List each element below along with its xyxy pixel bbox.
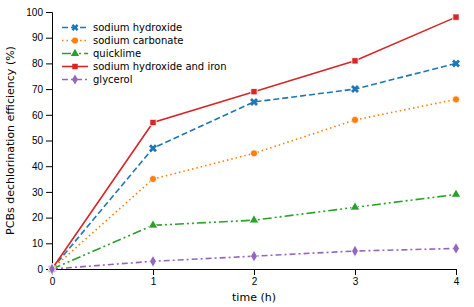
point — [150, 119, 156, 125]
legend-item: sodium hydroxide and iron — [62, 61, 227, 72]
tick: 40 — [32, 161, 52, 172]
point — [250, 150, 257, 157]
tick-mark — [46, 89, 52, 90]
point — [251, 250, 258, 262]
tick-mark — [46, 63, 52, 64]
tick: 50 — [32, 135, 52, 146]
point — [49, 263, 56, 275]
legend-marker — [71, 49, 79, 56]
tick-label: 70 — [32, 84, 44, 95]
legend: sodium hydroxide sodium carbonate quicklim… — [62, 22, 227, 85]
x-axis-title: time (h) — [232, 291, 276, 304]
tick: 30 — [32, 187, 52, 198]
legend-item: quicklime — [62, 48, 141, 59]
tick-mark — [46, 192, 52, 193]
tick: 1 — [151, 269, 157, 287]
tick-label: 20 — [32, 212, 44, 223]
tick-mark — [46, 218, 52, 219]
x-axis: 0 1 2 3 4 — [50, 269, 460, 287]
tick: 80 — [32, 58, 52, 69]
tick-label: 50 — [32, 135, 44, 146]
chart: 012340102030405060708090100time (h)PCBs … — [0, 0, 474, 307]
point — [251, 89, 257, 95]
legend-marker — [72, 64, 77, 69]
tick-label: 90 — [32, 32, 44, 43]
plot: 012340102030405060708090100time (h)PCBs … — [4, 7, 462, 304]
point — [450, 57, 462, 69]
point — [249, 215, 259, 223]
point — [453, 243, 460, 255]
tick-label: 4 — [454, 276, 460, 287]
legend-label: sodium hydroxide and iron — [93, 61, 227, 72]
tick-label: 100 — [26, 7, 43, 18]
tick-mark — [46, 115, 52, 116]
series — [49, 243, 460, 275]
tick-mark — [153, 269, 154, 275]
point — [350, 202, 360, 210]
legend-label: glycerol — [93, 74, 132, 85]
tick-mark — [355, 269, 356, 275]
legend-item: glycerol — [62, 74, 132, 85]
tick-label: 0 — [50, 276, 56, 287]
legend-item: sodium carbonate — [62, 35, 183, 46]
tick-mark — [46, 166, 52, 167]
axis-domain — [46, 13, 53, 270]
point — [349, 83, 361, 95]
tick: 90 — [32, 32, 52, 43]
tick: 4 — [454, 269, 460, 287]
legend-label: sodium carbonate — [93, 35, 183, 46]
y-axis-title: PCBs dechlorination efficiency (%) — [4, 46, 17, 235]
tick-label: 3 — [353, 276, 359, 287]
point — [351, 116, 358, 123]
point — [451, 189, 461, 197]
tick-label: 1 — [151, 276, 157, 287]
point — [352, 245, 359, 257]
point — [147, 142, 159, 154]
point — [453, 14, 459, 20]
legend-marker — [70, 22, 80, 32]
line — [52, 99, 456, 269]
point — [150, 255, 157, 267]
tick-label: 40 — [32, 161, 44, 172]
point — [352, 58, 358, 64]
point — [452, 96, 459, 103]
series — [49, 14, 459, 272]
legend-item: sodium hydroxide — [62, 22, 182, 33]
legend-marker — [72, 74, 78, 84]
legend-label: quicklime — [93, 48, 141, 59]
tick: 20 — [32, 212, 52, 223]
tick-mark — [456, 269, 457, 275]
tick: 60 — [32, 110, 52, 121]
line — [52, 17, 456, 269]
tick-mark — [46, 243, 52, 244]
tick: 100 — [26, 7, 52, 18]
axis-domain — [53, 270, 457, 276]
tick-label: 0 — [37, 264, 43, 275]
line — [52, 248, 456, 269]
point — [248, 96, 260, 108]
legend-marker — [72, 37, 78, 43]
y-axis: 0 10 20 30 40 50 60 70 80 90 100 — [26, 7, 52, 275]
tick-mark — [254, 269, 255, 275]
tick-mark — [46, 12, 52, 13]
tick-mark — [46, 38, 52, 39]
point — [149, 175, 156, 182]
tick-label: 2 — [252, 276, 258, 287]
series — [46, 57, 462, 275]
tick: 2 — [252, 269, 258, 287]
point — [148, 220, 158, 228]
tick-label: 60 — [32, 110, 44, 121]
legend-label: sodium hydroxide — [93, 22, 182, 33]
marks — [46, 14, 462, 275]
tick-label: 10 — [32, 238, 44, 249]
tick: 10 — [32, 238, 52, 249]
tick-mark — [46, 141, 52, 142]
line — [52, 63, 456, 269]
tick-label: 80 — [32, 58, 44, 69]
line — [52, 194, 456, 269]
tick: 70 — [32, 84, 52, 95]
tick-label: 30 — [32, 187, 44, 198]
series — [47, 189, 461, 272]
tick: 3 — [353, 269, 359, 287]
